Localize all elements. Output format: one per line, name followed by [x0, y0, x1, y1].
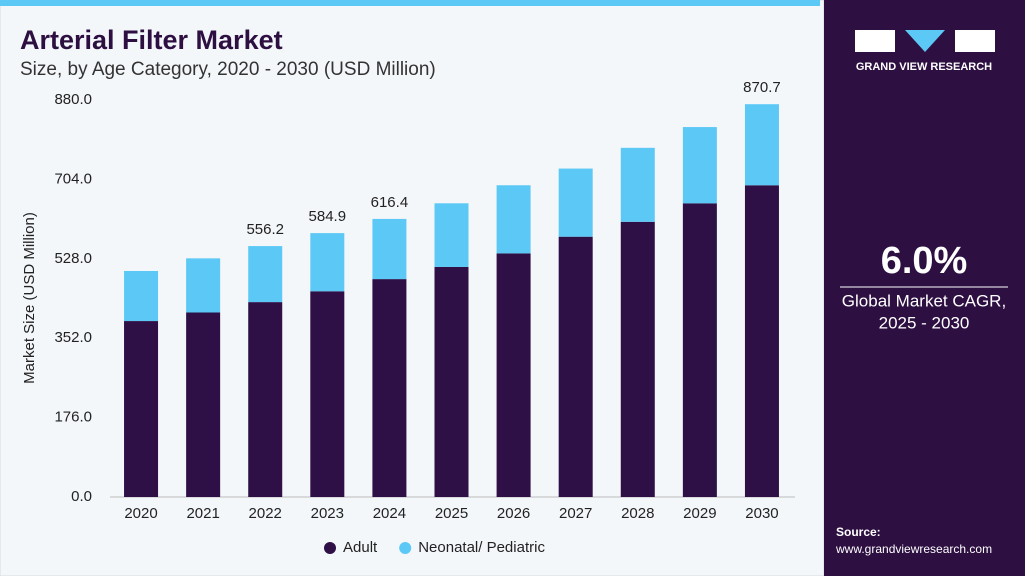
- y-axis-label: Market Size (USD Million): [21, 212, 38, 384]
- y-tick-label: 0.0: [71, 488, 92, 505]
- bar-segment: [124, 270, 159, 322]
- bar-segment: [558, 236, 593, 497]
- legend-marker: [324, 542, 336, 554]
- top-stripe: [0, 0, 820, 6]
- bar-segment: [186, 258, 221, 313]
- data-label: 584.9: [309, 208, 347, 225]
- x-tick-label: 2021: [186, 505, 219, 522]
- chart-title: Arterial Filter Market: [20, 25, 283, 55]
- bar-segment: [310, 233, 345, 292]
- cagr-label: 2025 - 2030: [879, 313, 970, 332]
- bar-segment: [372, 218, 407, 280]
- bar-segment: [372, 279, 407, 497]
- bar-segment: [124, 321, 159, 497]
- x-tick-label: 2027: [559, 505, 592, 522]
- bar-segment: [558, 168, 593, 237]
- x-tick-label: 2025: [435, 505, 468, 522]
- bar-segment: [682, 203, 717, 497]
- x-tick-label: 2029: [683, 505, 716, 522]
- logo-text: GRAND VIEW RESEARCH: [856, 61, 992, 73]
- bar-segment: [186, 312, 221, 497]
- bar-segment: [310, 291, 345, 497]
- side-panel: [824, 0, 1025, 576]
- x-tick-label: 2030: [745, 505, 778, 522]
- x-tick-label: 2022: [249, 505, 282, 522]
- bar-segment: [496, 253, 531, 497]
- cagr-label: Global Market CAGR,: [842, 291, 1006, 310]
- y-tick-label: 704.0: [54, 170, 92, 187]
- x-tick-label: 2026: [497, 505, 530, 522]
- bar-segment: [248, 246, 283, 303]
- y-tick-label: 880.0: [54, 91, 92, 108]
- legend-marker: [399, 542, 412, 554]
- logo-block: [855, 30, 895, 52]
- bar-segment: [682, 127, 717, 204]
- logo: GRAND VIEW RESEARCH: [855, 30, 995, 73]
- bar-segment: [434, 266, 469, 497]
- logo-block: [955, 30, 995, 52]
- bar-segment: [248, 302, 283, 497]
- y-tick-label: 176.0: [54, 409, 92, 426]
- x-tick-label: 2028: [621, 505, 654, 522]
- logo-block: [905, 30, 945, 52]
- x-tick-label: 2023: [311, 505, 344, 522]
- cagr-value: 6.0%: [881, 240, 968, 282]
- bar-segment: [744, 185, 779, 497]
- y-tick-label: 352.0: [54, 329, 92, 346]
- bar-segment: [620, 147, 655, 222]
- data-label: 556.2: [246, 221, 284, 238]
- chart-subtitle: Size, by Age Category, 2020 - 2030 (USD …: [20, 59, 436, 80]
- bar-segment: [620, 221, 655, 497]
- source-label: Source:: [836, 525, 881, 539]
- data-label: 870.7: [743, 79, 781, 96]
- bar-segment: [434, 203, 469, 267]
- bar-segment: [744, 104, 779, 186]
- x-tick-label: 2020: [124, 505, 157, 522]
- legend-label: Adult: [343, 539, 378, 556]
- legend-label: Neonatal/ Pediatric: [418, 539, 545, 556]
- x-tick-label: 2024: [373, 505, 406, 522]
- data-label: 616.4: [371, 194, 409, 211]
- y-tick-label: 528.0: [54, 250, 92, 267]
- bar-segment: [496, 185, 531, 254]
- source-url: www.grandviewresearch.com: [835, 542, 992, 556]
